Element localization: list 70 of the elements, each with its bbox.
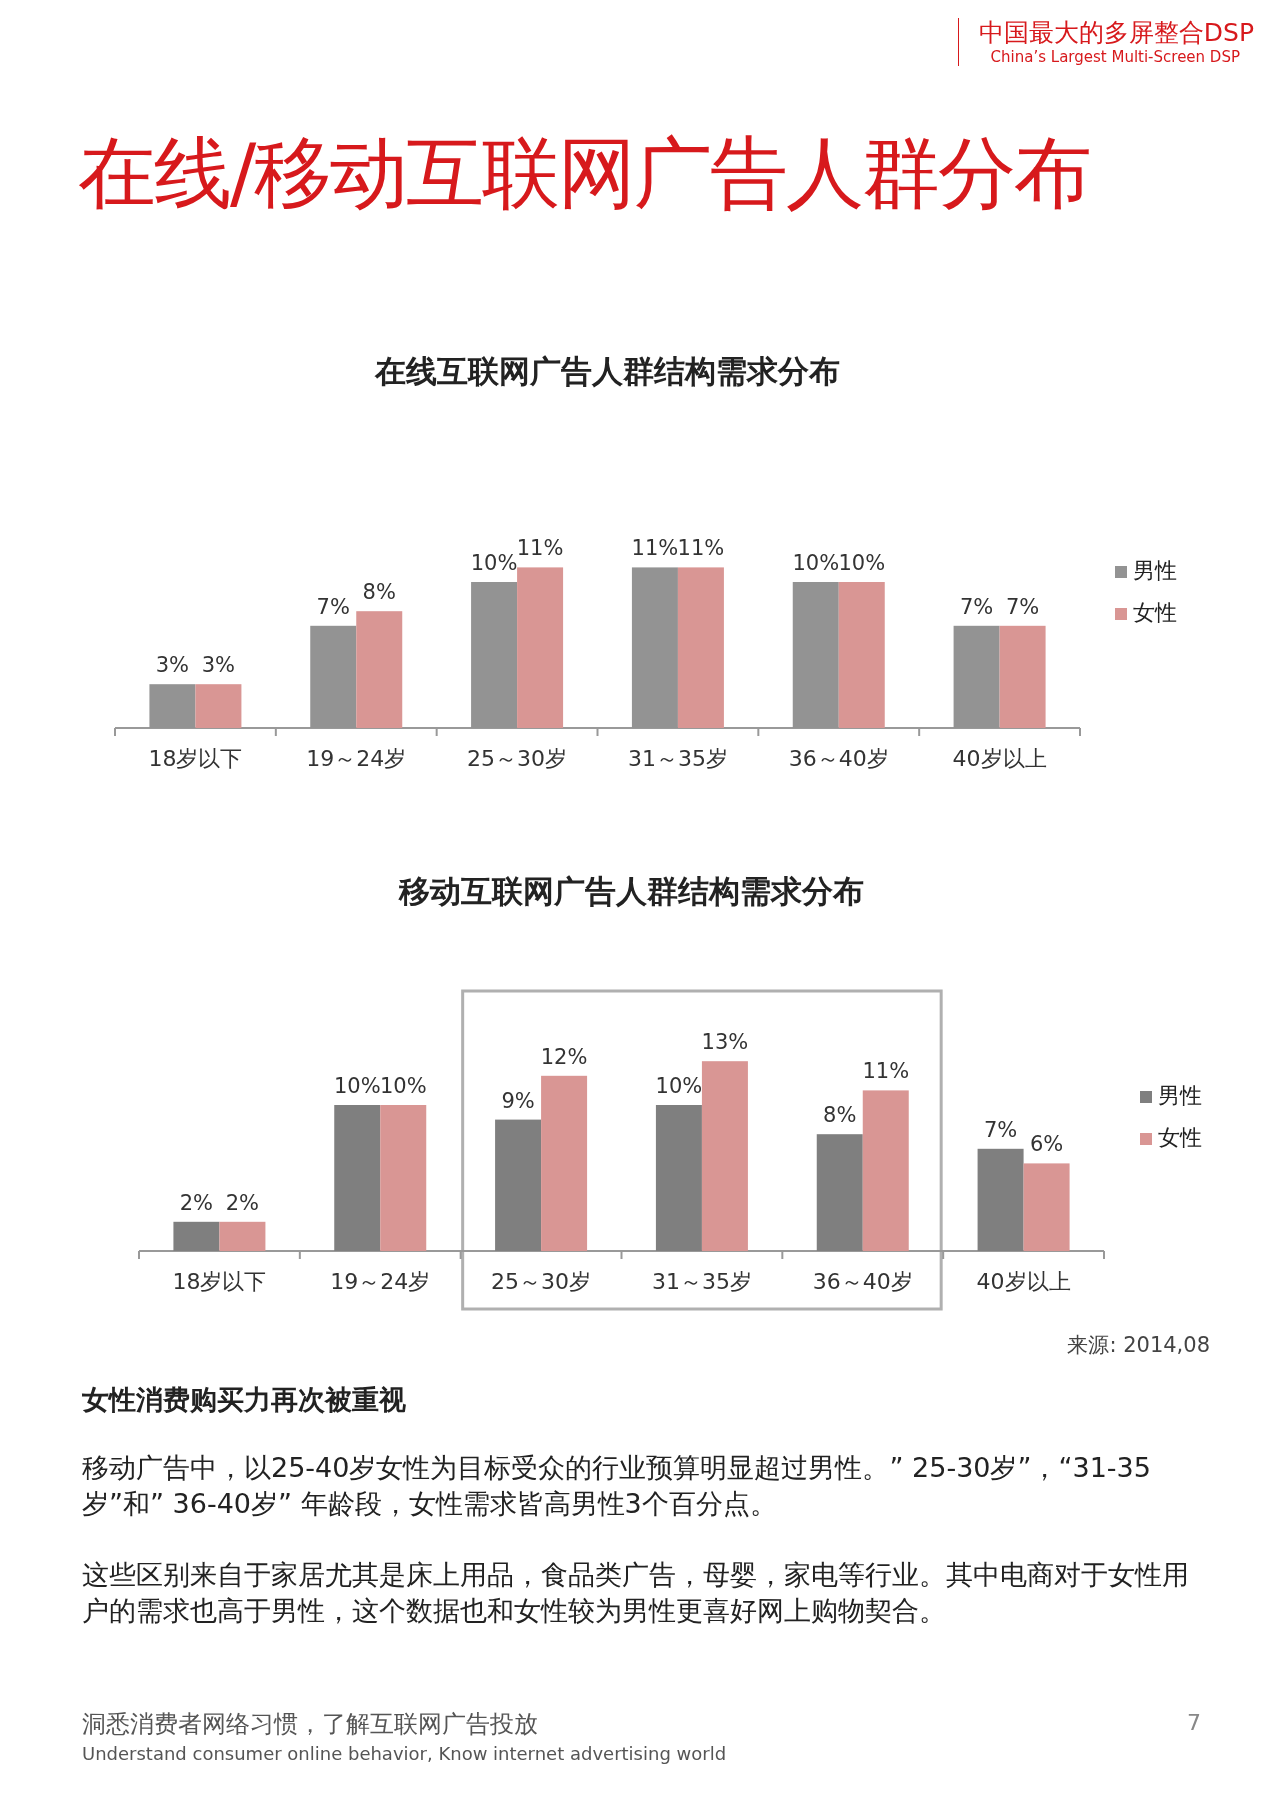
bar (334, 1105, 381, 1251)
data-label: 7% (1005, 594, 1040, 619)
legend-label: 男性 (1158, 1083, 1202, 1108)
data-label: 11% (631, 536, 679, 561)
data-label: 10% (333, 1074, 381, 1098)
legend-label: 女性 (1158, 1125, 1202, 1150)
chart-title: 移动互联网广告人群结构需求分布 (398, 873, 864, 909)
data-label: 7% (959, 594, 994, 619)
x-tick-label: 36～40岁 (812, 1269, 913, 1294)
data-label: 8% (362, 580, 396, 605)
data-label: 7% (983, 1117, 1018, 1142)
text: 洞悉消费者网络习惯，了解互联网广告投放 (82, 1709, 538, 1740)
data-label: 9% (501, 1088, 535, 1113)
bar (977, 1148, 1024, 1251)
data-label: 10% (792, 551, 840, 575)
data-label: 13% (701, 1030, 749, 1055)
x-tick-label: 36～40岁 (788, 746, 889, 771)
bar (862, 1090, 909, 1251)
text: 在线/移动互联网广告人群分布 (78, 127, 1091, 220)
bar (356, 611, 403, 728)
text: 女性消费购买力再次被重视 (82, 1383, 406, 1417)
data-label: 3% (155, 653, 190, 678)
bar (219, 1221, 266, 1251)
data-label: 10% (838, 551, 886, 575)
x-tick-label: 19～24岁 (306, 746, 407, 771)
data-label: 11% (516, 536, 564, 561)
bar (495, 1119, 542, 1251)
text: 这些区别来自于家居尤其是床上用品，食品类广告，母婴，家电等行业。其中电商对于女性用户的需求也高于男性，这个数据也和女性较为男性更喜好网上购物契合。 (82, 1558, 1190, 1628)
bar (517, 567, 564, 728)
bar (173, 1221, 220, 1251)
text: 移动广告中，以25-40岁女性为目标受众的行业预算明显超过男性。” 25-30岁”，“31-35岁”和” 36-40岁” 年龄段，女性需求皆高男性3个百分点。 (82, 1451, 1152, 1521)
data-label: 10% (655, 1074, 703, 1098)
text: Understand consumer online behavior, Know internet advertising world (82, 1743, 727, 1764)
data-label: 2% (225, 1190, 260, 1215)
source-note: 来源: 2014,08 (1067, 1332, 1210, 1359)
bar (655, 1105, 702, 1251)
data-label: 11% (862, 1059, 910, 1084)
text: 中国最大的多屏整合DSP (978, 17, 1254, 49)
bar (195, 684, 242, 728)
x-tick-label: 18岁以下 (148, 746, 243, 771)
data-label: 2% (179, 1190, 214, 1215)
data-label: 8% (823, 1103, 857, 1128)
legend-label: 男性 (1133, 558, 1177, 583)
data-label: 10% (379, 1074, 427, 1098)
data-label: 11% (677, 536, 725, 561)
text: 7 (1187, 1710, 1201, 1735)
bar (999, 625, 1046, 728)
x-tick-label: 31～35岁 (627, 746, 728, 771)
legend-label: 女性 (1133, 600, 1177, 625)
x-tick-label: 40岁以上 (952, 746, 1047, 771)
x-tick-label: 18岁以下 (172, 1269, 267, 1294)
bar (1023, 1163, 1070, 1251)
bar (541, 1075, 588, 1251)
data-label: 10% (470, 551, 518, 575)
data-label: 3% (201, 653, 236, 678)
data-label: 12% (540, 1044, 588, 1069)
x-tick-label: 19～24岁 (330, 1269, 431, 1294)
chart-title: 在线互联网广告人群结构需求分布 (374, 353, 840, 389)
bar (816, 1134, 863, 1251)
x-tick-label: 25～30岁 (467, 746, 568, 771)
data-label: 7% (316, 594, 350, 619)
x-tick-label: 40岁以上 (976, 1269, 1071, 1294)
bar (677, 567, 724, 728)
x-tick-label: 25～30岁 (491, 1269, 592, 1294)
bar (701, 1061, 748, 1251)
bar (380, 1105, 427, 1251)
data-label: 6% (1029, 1132, 1064, 1157)
text: China’s Largest Multi-Screen DSP (990, 48, 1240, 66)
x-tick-label: 31～35岁 (651, 1269, 752, 1294)
bar (838, 582, 885, 728)
